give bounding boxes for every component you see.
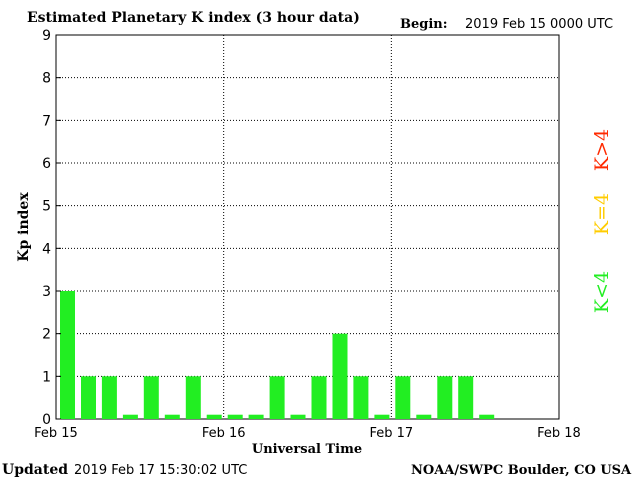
y-tick-label: 9 (42, 28, 51, 44)
x-tick-label: Feb 15 (34, 426, 78, 441)
kp-bar (290, 414, 306, 419)
y-tick-label: 8 (42, 71, 51, 87)
x-axis-label: Universal Time (252, 442, 362, 457)
kp-bar (81, 376, 96, 419)
kp-bar (143, 376, 159, 419)
y-tick-label: 0 (42, 412, 51, 428)
x-tick-label: Feb 16 (202, 426, 246, 441)
kp-bar (122, 414, 138, 419)
y-tick-label: 4 (42, 241, 51, 257)
kp-bar (269, 376, 285, 419)
y-tick-labels: 0 1 2 3 4 5 6 7 8 9 (42, 28, 61, 428)
kp-bar (311, 376, 327, 419)
kp-bar (458, 376, 474, 419)
kp-bar (101, 376, 117, 419)
y-tick-label: 7 (42, 113, 51, 129)
kp-bar (227, 414, 243, 419)
kp-bar (248, 414, 264, 419)
kp-bar (332, 333, 348, 419)
kp-bar (437, 376, 453, 419)
legend-k-less-4: K<4 (591, 271, 613, 313)
x-tick-label: Feb 18 (537, 426, 581, 441)
kp-bar (206, 414, 222, 419)
begin-label: Begin: (400, 17, 448, 32)
plot-frame (55, 34, 560, 420)
x-tick-label: Feb 17 (369, 426, 413, 441)
kp-bar (416, 414, 432, 419)
x-tick-labels: Feb 15 Feb 16 Feb 17 Feb 18 (34, 426, 581, 441)
y-tick-label: 1 (42, 369, 51, 385)
kp-bar (479, 414, 495, 419)
y-tick-label: 6 (42, 156, 51, 172)
y-tick-label: 3 (42, 284, 51, 300)
legend-k-equal-4: K=4 (591, 193, 613, 235)
kp-bar (374, 414, 390, 419)
kp-bar (395, 376, 411, 419)
kp-bar (353, 376, 369, 419)
y-tick-label: 2 (42, 327, 51, 343)
bars (60, 291, 495, 419)
legend-k-greater-4: K>4 (591, 129, 613, 171)
grid-lines (56, 35, 559, 419)
chart-title: Estimated Planetary K index (3 hour data… (27, 10, 360, 26)
begin-value: 2019 Feb 15 0000 UTC (465, 17, 613, 32)
kp-bar (185, 376, 201, 419)
kp-bar (164, 414, 180, 419)
updated-value: 2019 Feb 17 15:30:02 UTC (74, 463, 247, 478)
updated-label: Updated (2, 462, 68, 478)
credit-text: NOAA/SWPC Boulder, CO USA (411, 463, 632, 478)
y-axis-label: Kp index (16, 192, 32, 262)
kp-bar (60, 291, 75, 419)
y-tick-label: 5 (42, 199, 51, 215)
